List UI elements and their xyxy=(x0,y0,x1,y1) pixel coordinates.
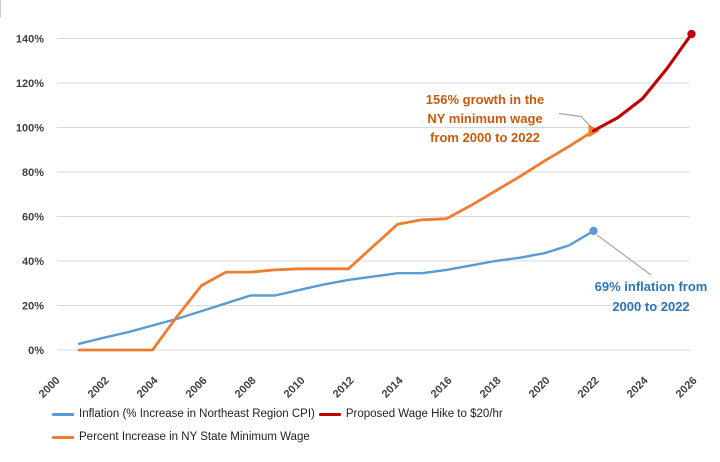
legend-item-min-wage: Percent Increase in NY State Minimum Wag… xyxy=(52,431,310,443)
legend-row: Inflation (% Increase in Northeast Regio… xyxy=(52,408,503,420)
y-tick-label: 60% xyxy=(22,212,44,224)
y-tick-label: 120% xyxy=(16,78,44,90)
inflation-annotation: 69% inflation from 2000 to 2022 xyxy=(566,277,720,317)
annotation-line: from 2000 to 2022 xyxy=(430,130,540,145)
x-tick-label: 2008 xyxy=(233,375,259,401)
y-tick-label: 0% xyxy=(28,345,44,357)
wage-growth-annotation: 156% growth in the NY minimum wage from … xyxy=(403,90,567,147)
x-tick-label: 2006 xyxy=(184,375,210,401)
x-tick-label: 2004 xyxy=(135,374,161,400)
inflation-end-marker xyxy=(589,226,598,236)
x-axis-labels: 2000 2002 2004 2006 2008 2010 2012 2014 2016 2018… xyxy=(37,374,700,400)
wage-annotation-leader-line xyxy=(558,112,593,129)
chart-legend: Inflation (% Increase in Northeast Regio… xyxy=(52,408,503,443)
leader-lines xyxy=(558,112,652,276)
inflation-line xyxy=(77,229,595,345)
x-tick-label: 2018 xyxy=(478,375,504,401)
y-tick-label: 100% xyxy=(16,123,44,135)
x-tick-label: 2002 xyxy=(86,375,112,401)
inflation-annotation-leader-line xyxy=(596,234,652,276)
min-wage-line-swatch xyxy=(52,435,74,439)
x-tick-label: 2016 xyxy=(429,375,455,401)
inflation-line-swatch xyxy=(52,412,74,416)
x-tick-label: 2010 xyxy=(282,375,308,401)
wage-hike-line xyxy=(591,32,694,133)
wage-hike-end-marker xyxy=(687,29,696,39)
min-wage-line xyxy=(77,129,595,352)
y-tick-label: 140% xyxy=(16,34,44,46)
annotation-line: 69% inflation from xyxy=(594,279,708,294)
y-tick-label: 80% xyxy=(22,167,44,179)
legend-item-inflation: Inflation (% Increase in Northeast Regio… xyxy=(52,408,315,420)
series-lines xyxy=(77,29,696,352)
x-tick-label: 2014 xyxy=(380,374,406,400)
legend-row: Percent Increase in NY State Minimum Wag… xyxy=(52,431,503,443)
x-tick-label: 2000 xyxy=(37,375,63,401)
x-tick-label: 2020 xyxy=(527,375,553,401)
legend-label: Inflation (% Increase in Northeast Regio… xyxy=(79,408,315,420)
y-tick-label: 20% xyxy=(22,301,44,313)
legend-item-wage-hike: Proposed Wage Hike to $20/hr xyxy=(318,408,503,420)
annotation-line: NY minimum wage xyxy=(427,111,543,126)
x-tick-label: 2022 xyxy=(576,375,602,401)
y-axis-labels: 0% 20% 40% 60% 80% 100% 120% 140% xyxy=(16,34,44,358)
x-tick-label: 2012 xyxy=(331,375,357,401)
wage-hike-line-swatch xyxy=(318,412,341,416)
gridlines xyxy=(57,37,690,351)
x-tick-label: 2024 xyxy=(625,374,651,400)
legend-label: Proposed Wage Hike to $20/hr xyxy=(345,408,503,420)
screen-edge-artifact xyxy=(0,0,1,18)
annotation-line: 156% growth in the xyxy=(425,92,545,107)
legend-label: Percent Increase in NY State Minimum Wag… xyxy=(79,431,310,443)
annotation-line: 2000 to 2022 xyxy=(612,299,690,314)
x-tick-label: 2026 xyxy=(674,375,700,401)
y-tick-label: 40% xyxy=(22,256,44,268)
